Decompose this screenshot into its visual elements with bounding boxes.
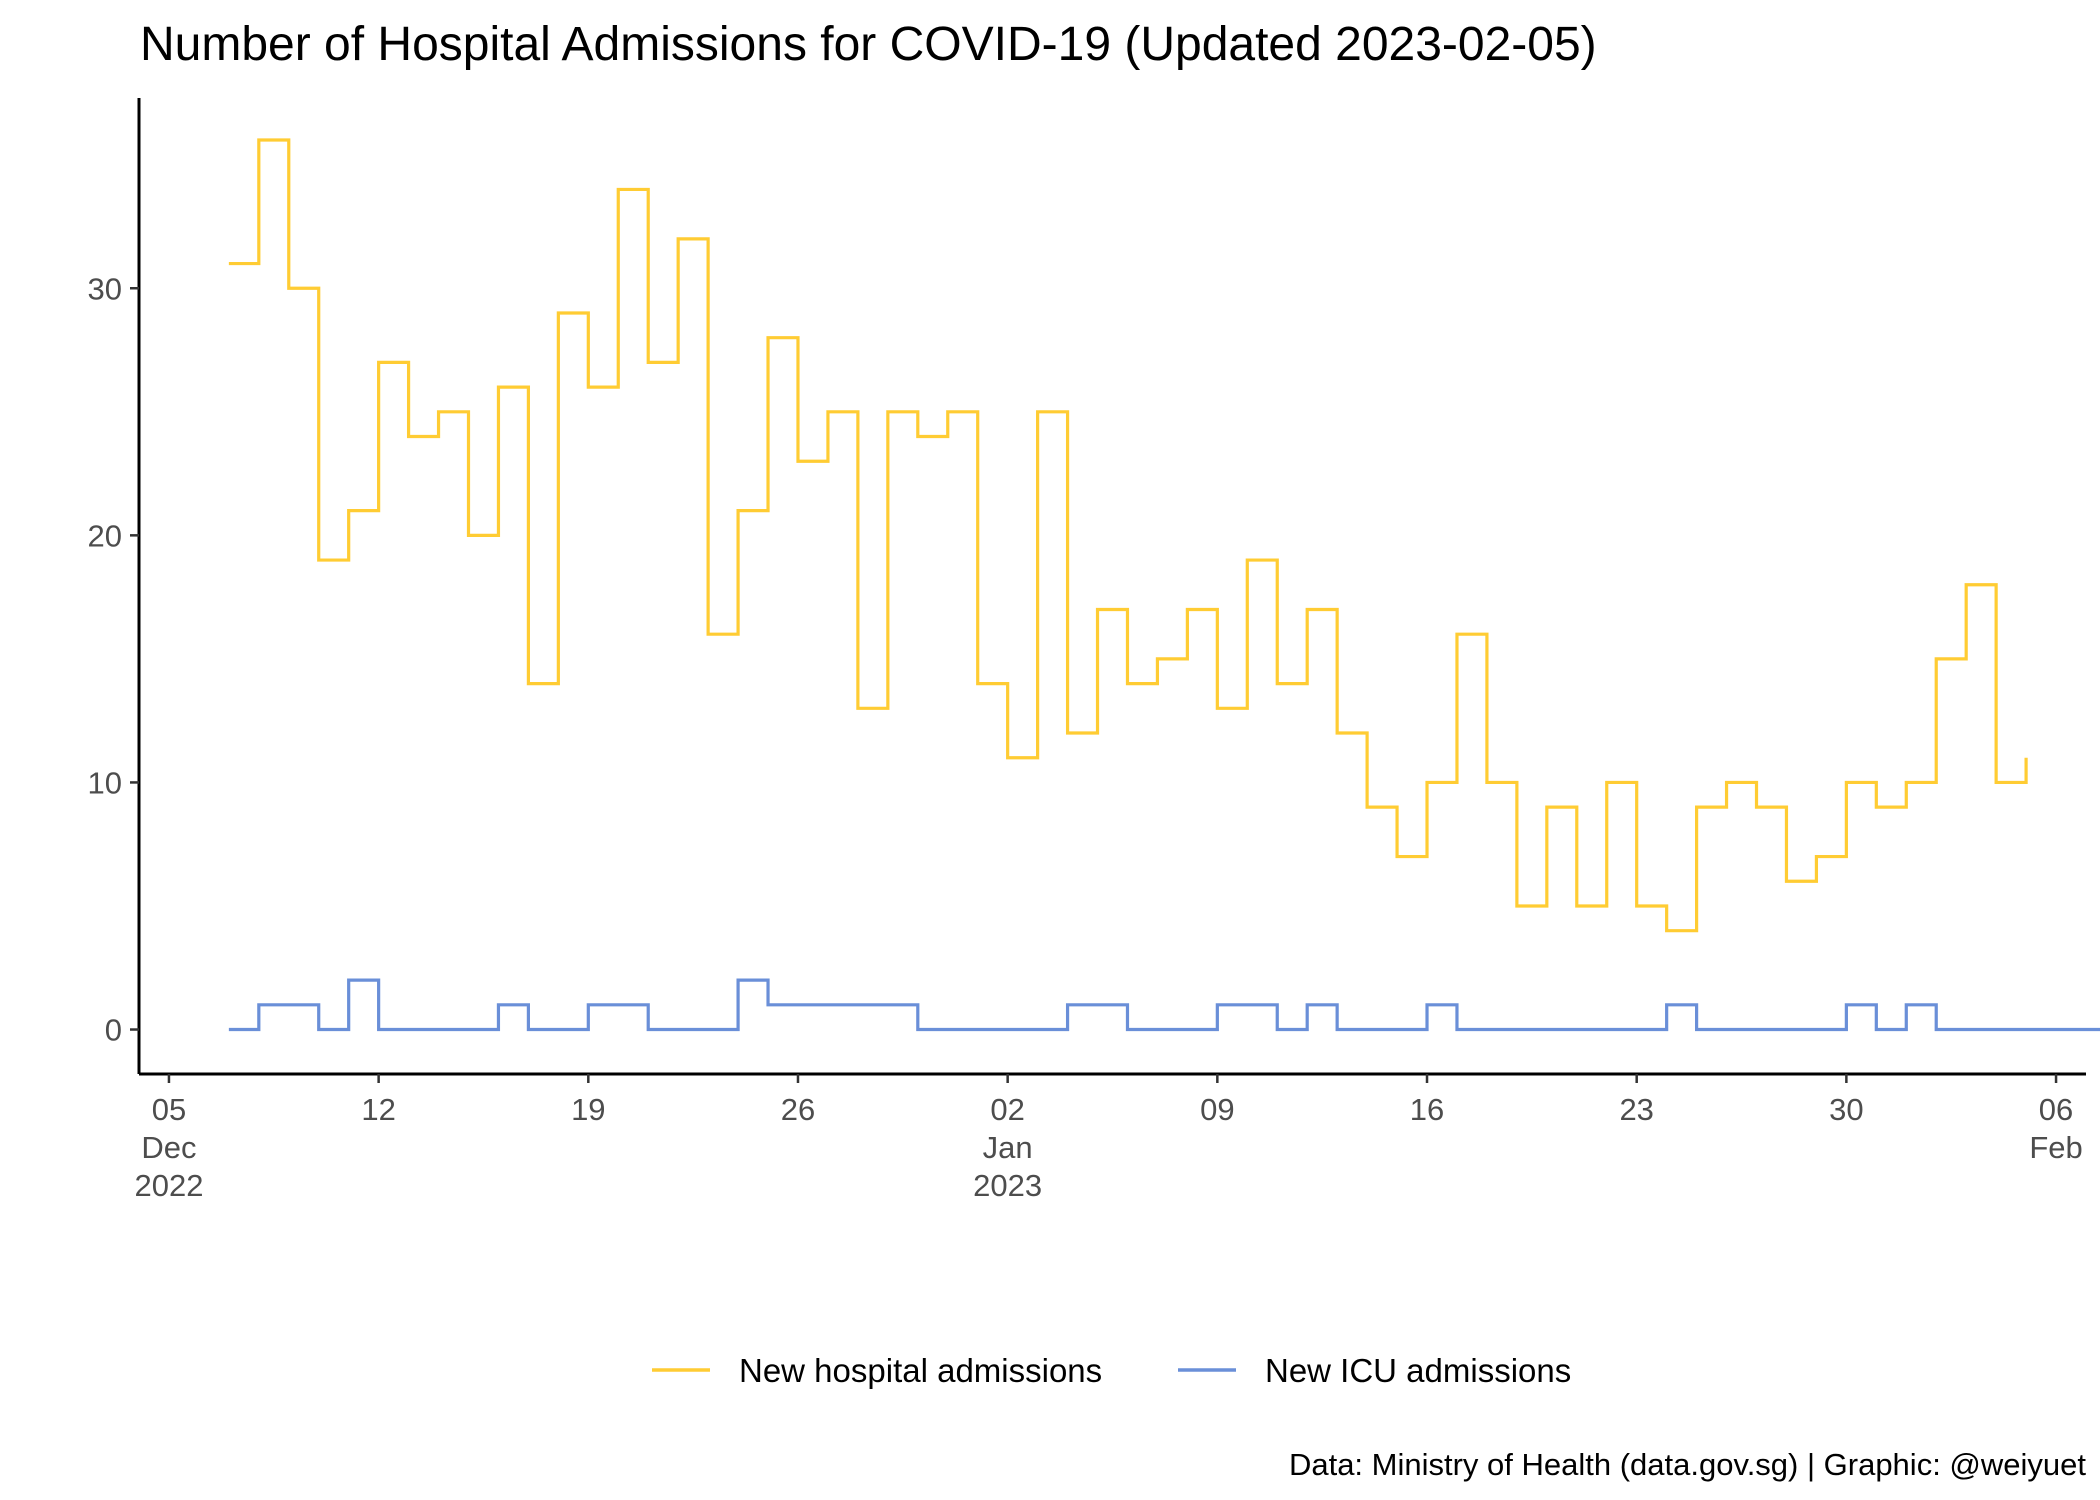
y-tick-label: 20	[88, 518, 122, 553]
chart-title: Number of Hospital Admissions for COVID-…	[140, 18, 1597, 71]
legend-label-icu: New ICU admissions	[1265, 1352, 1571, 1389]
x-tick-label: 16	[1410, 1092, 1444, 1127]
y-tick-label: 30	[88, 271, 122, 306]
series-line-hospital-admissions	[228, 138, 2028, 933]
x-tick-label: 12	[361, 1092, 395, 1127]
plot-area: 0 10 20 30 05 Dec 2022 12 19 26 02 Jan 2023 09 16 23 30 0…	[88, 98, 2100, 1203]
series-line-icu-admissions	[228, 978, 2100, 1032]
chart-caption: Data: Ministry of Health (data.gov.sg) |…	[1289, 1447, 2086, 1482]
x-tick-label: 02 Jan 2023	[973, 1092, 1042, 1203]
legend-label-hospital: New hospital admissions	[739, 1352, 1102, 1389]
legend: New hospital admissions New ICU admission…	[652, 1352, 1571, 1389]
x-tick-label: 30	[1829, 1092, 1863, 1127]
x-tick-label: 19	[571, 1092, 605, 1127]
x-tick-label: 06 Feb	[2029, 1092, 2082, 1165]
x-tick-label: 26	[781, 1092, 815, 1127]
y-tick-label: 10	[88, 765, 122, 800]
y-tick-label: 0	[105, 1013, 122, 1048]
x-tick-label: 09	[1200, 1092, 1234, 1127]
x-tick-label: 05 Dec 2022	[134, 1092, 203, 1203]
x-tick-label: 23	[1619, 1092, 1653, 1127]
